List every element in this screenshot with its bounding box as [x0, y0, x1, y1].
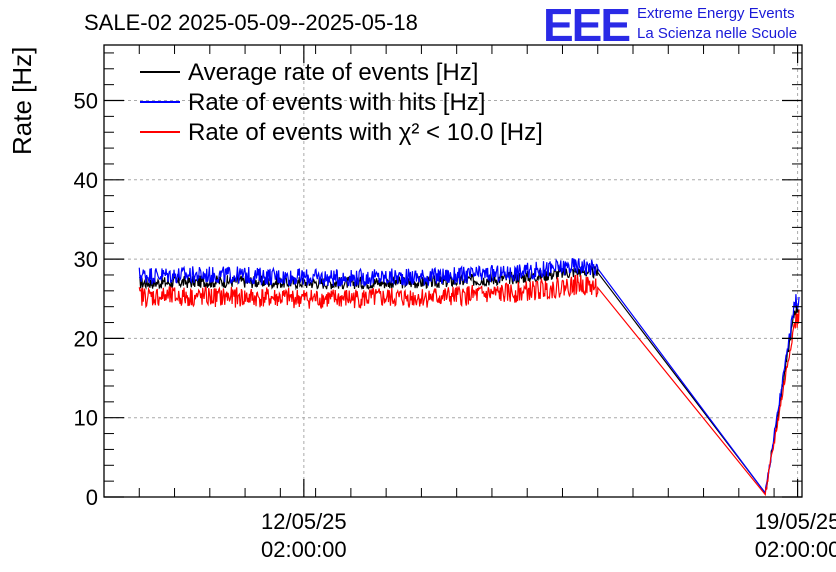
grid-layer — [104, 45, 802, 497]
series-line — [138, 257, 800, 495]
chart-title: SALE-02 2025-05-09--2025-05-18 — [84, 10, 418, 35]
y-tick-label: 40 — [74, 168, 98, 193]
y-tick-label: 10 — [74, 406, 98, 431]
logo-line-2: La Scienza nelle Scuole — [637, 25, 798, 42]
eee-logo: EEE — [543, 0, 631, 51]
y-tick-label: 20 — [74, 326, 98, 351]
plot-frame — [103, 44, 803, 498]
legend-entry-label: Rate of events with hits [Hz] — [188, 89, 485, 116]
eee-logo-text: Extreme Energy Events La Scienza nelle S… — [637, 4, 797, 44]
legend: Average rate of events [Hz] Rate of event… — [140, 59, 543, 146]
x-tick-label-date: 19/05/25 — [755, 509, 836, 534]
x-tick-label-time: 02:00:00 — [755, 537, 836, 562]
legend-entry-label: Average rate of events [Hz] — [188, 59, 478, 86]
logo-line-1: Extreme Energy Events — [637, 5, 795, 22]
series-line — [138, 274, 800, 497]
y-axis-label: Rate [Hz] — [7, 46, 37, 155]
x-tick-label-date: 12/05/25 — [261, 509, 347, 534]
y-tick-label: 30 — [74, 247, 98, 272]
tick-layer: 0 10 20 30 40 50 12/05/25 02:00:00 19/05/25 02:00… — [74, 45, 836, 562]
legend-entry-label: Rate of events with χ² < 10.0 [Hz] — [188, 119, 543, 146]
y-tick-label: 50 — [74, 89, 98, 114]
x-tick-label-time: 02:00:00 — [261, 537, 347, 562]
series-layer — [138, 257, 800, 497]
y-tick-label: 0 — [86, 485, 98, 510]
